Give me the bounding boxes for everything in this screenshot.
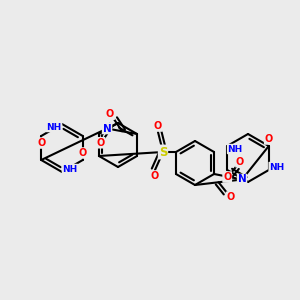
Text: NH: NH <box>62 164 78 173</box>
Text: O: O <box>106 109 114 119</box>
Text: O: O <box>154 121 162 131</box>
Text: O: O <box>236 157 244 167</box>
Text: O: O <box>37 138 45 148</box>
Text: O: O <box>226 192 235 202</box>
Text: N: N <box>103 124 111 134</box>
Text: O: O <box>79 148 87 158</box>
Text: NH: NH <box>269 163 284 172</box>
Text: NH: NH <box>228 145 243 154</box>
Text: O: O <box>151 171 159 181</box>
Text: O: O <box>265 134 273 144</box>
Text: O: O <box>223 172 231 182</box>
Text: N: N <box>238 175 246 184</box>
Text: NH: NH <box>46 122 62 131</box>
Text: S: S <box>159 146 167 158</box>
Text: O: O <box>96 138 105 148</box>
